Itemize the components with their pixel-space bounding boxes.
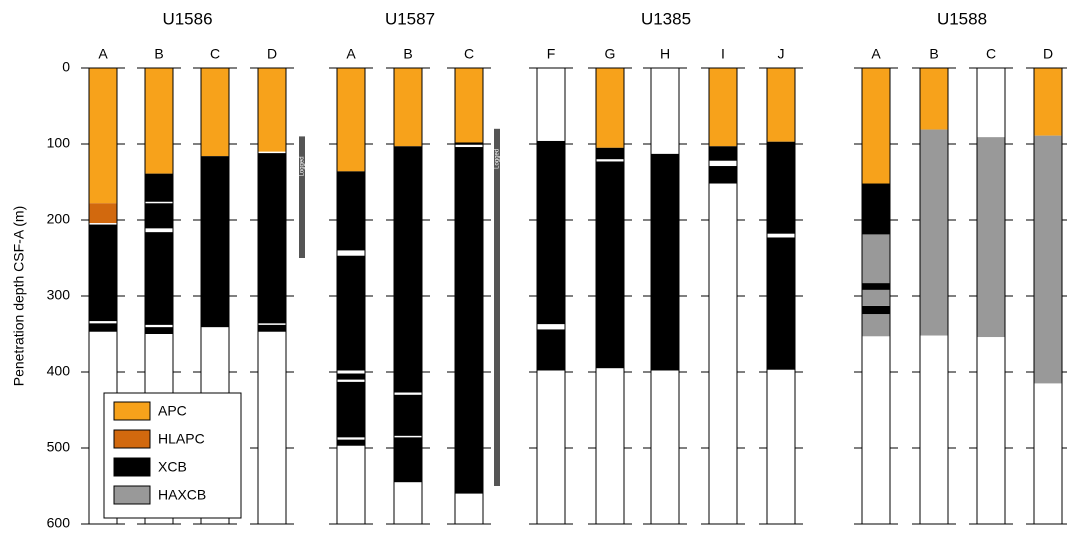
core-interval <box>862 289 890 306</box>
site-label: U1586 <box>162 9 212 28</box>
y-tick-label: 600 <box>47 515 71 531</box>
core-interval <box>977 137 1005 338</box>
y-tick-label: 100 <box>47 135 71 151</box>
legend-label: HLAPC <box>158 431 205 447</box>
hole-label: A <box>871 46 881 62</box>
legend-swatch <box>113 429 151 449</box>
core-interval <box>767 237 795 370</box>
core-interval <box>394 146 422 393</box>
core-interval <box>596 147 624 160</box>
core-interval <box>862 183 890 235</box>
core-interval <box>145 203 173 229</box>
hole-label: C <box>464 46 474 62</box>
core-interval <box>862 234 890 284</box>
hole-label: D <box>1043 46 1053 62</box>
core-interval <box>455 142 483 145</box>
hole-label: J <box>778 46 785 62</box>
core-interval <box>337 373 365 380</box>
core-interval <box>596 68 624 148</box>
core-interval <box>89 203 117 224</box>
core-interval <box>1034 68 1062 136</box>
core-interval <box>537 329 565 371</box>
core-interval <box>201 68 229 157</box>
core-interval <box>89 323 117 332</box>
core-interval <box>767 68 795 142</box>
core-interval <box>455 147 483 494</box>
legend-label: APC <box>158 403 187 419</box>
hole-label: D <box>267 46 277 62</box>
core-interval <box>258 153 286 324</box>
core-interval <box>394 394 422 436</box>
core-interval <box>337 68 365 172</box>
core-interval <box>145 68 173 174</box>
hole-label: B <box>929 46 938 62</box>
core-interval <box>767 141 795 234</box>
legend-swatch <box>113 485 151 505</box>
site-label: U1385 <box>641 9 691 28</box>
legend-swatch <box>113 401 151 421</box>
core-interval <box>394 68 422 147</box>
logged-label: Logged <box>300 156 306 176</box>
core-interval <box>145 232 173 325</box>
core-interval <box>1034 135 1062 384</box>
hole-label: B <box>403 46 412 62</box>
y-axis-label: Penetration depth CSF-A (m) <box>11 206 27 387</box>
core-interval <box>89 68 117 204</box>
core-interval <box>862 283 890 290</box>
logged-bar <box>299 136 305 258</box>
logged-bar <box>494 128 500 487</box>
legend-label: HAXCB <box>158 487 206 503</box>
core-interval <box>920 129 948 336</box>
core-interval <box>89 224 117 322</box>
hole-label: I <box>721 46 725 62</box>
core-interval <box>145 327 173 334</box>
y-tick-label: 400 <box>47 363 71 379</box>
core-interval <box>596 161 624 369</box>
core-interval <box>258 68 286 152</box>
core-interval <box>862 314 890 337</box>
hole-label: A <box>98 46 108 62</box>
core-interval <box>201 156 229 328</box>
y-tick-label: 0 <box>62 59 70 75</box>
hole-label: C <box>986 46 996 62</box>
core-interval <box>709 146 737 161</box>
core-interval <box>862 305 890 315</box>
hole-label: C <box>210 46 220 62</box>
core-interval <box>145 173 173 202</box>
core-interval <box>537 140 565 325</box>
core-interval <box>862 68 890 184</box>
y-tick-label: 500 <box>47 439 71 455</box>
site-label: U1588 <box>937 9 987 28</box>
hole-label: F <box>547 46 556 62</box>
hole-label: H <box>660 46 670 62</box>
core-interval <box>337 171 365 251</box>
core-interval <box>651 153 679 371</box>
core-interval <box>337 255 365 371</box>
core-interval <box>455 68 483 143</box>
hole-label: B <box>154 46 163 62</box>
core-interval <box>920 68 948 130</box>
y-tick-label: 200 <box>47 211 71 227</box>
hole-label: G <box>605 46 616 62</box>
core-interval <box>709 166 737 184</box>
core-interval <box>337 381 365 438</box>
legend-swatch <box>113 457 151 477</box>
core-interval <box>258 324 286 332</box>
core-interval <box>337 439 365 446</box>
legend-label: XCB <box>158 459 187 475</box>
core-interval <box>394 437 422 483</box>
hole-label: A <box>346 46 356 62</box>
y-tick-label: 300 <box>47 287 71 303</box>
logged-label: Logged <box>495 149 501 169</box>
core-interval <box>709 68 737 147</box>
site-label: U1587 <box>385 9 435 28</box>
